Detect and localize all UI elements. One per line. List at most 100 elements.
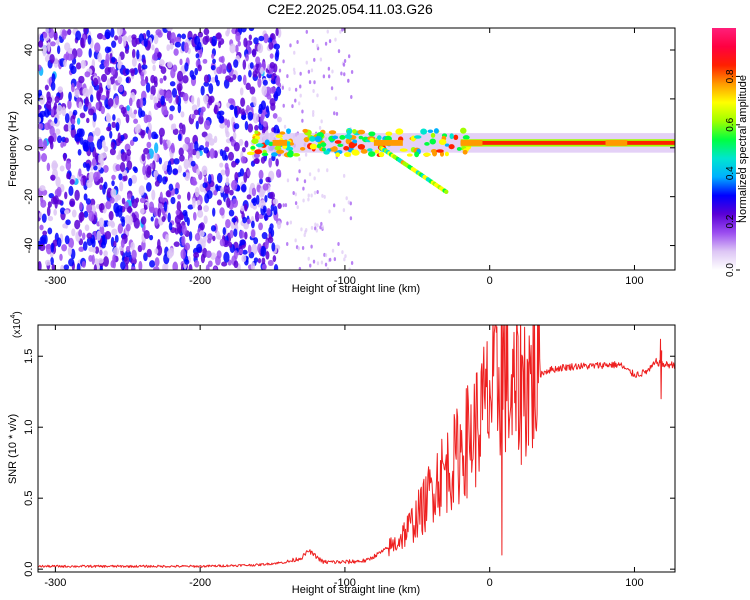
noise-blob	[172, 123, 177, 130]
noise-blob	[100, 94, 107, 101]
noise-blob	[207, 237, 212, 244]
noise-blob	[94, 246, 100, 254]
noise-blob	[154, 257, 160, 267]
noise-blob	[283, 124, 287, 129]
signal-blob	[254, 149, 263, 155]
noise-blob	[50, 81, 56, 91]
signal-blob	[321, 147, 326, 152]
noise-blob	[208, 173, 212, 185]
noise-blob	[59, 253, 63, 261]
noise-blob	[122, 174, 128, 182]
noise-blob	[343, 59, 347, 64]
noise-blob	[327, 74, 331, 79]
noise-blob	[131, 34, 137, 40]
noise-blob	[269, 191, 275, 200]
noise-blob	[272, 198, 279, 205]
noise-blob	[54, 117, 58, 124]
noise-blob	[150, 216, 154, 222]
noise-blob	[42, 32, 48, 38]
noise-blob	[304, 152, 308, 157]
noise-blob	[75, 30, 82, 41]
noise-blob	[38, 211, 43, 219]
noise-blob	[292, 67, 296, 72]
noise-blob	[76, 117, 81, 125]
noise-blob	[194, 260, 200, 268]
noise-blob	[74, 89, 80, 98]
noise-blob	[239, 239, 246, 246]
noise-blob	[203, 205, 209, 213]
noise-blob	[115, 121, 120, 132]
noise-blob	[255, 56, 261, 65]
noise-blob	[194, 186, 200, 198]
noise-blob	[80, 59, 86, 69]
noise-blob	[133, 167, 138, 174]
noise-blob	[349, 201, 352, 206]
noise-blob	[255, 62, 260, 69]
noise-blob	[321, 225, 325, 230]
noise-blob	[301, 245, 305, 250]
noise-blob	[243, 37, 248, 48]
noise-blob	[258, 222, 263, 231]
signal-blob	[378, 151, 385, 158]
noise-blob	[162, 263, 167, 270]
noise-blob	[96, 32, 104, 40]
signal-blob	[348, 142, 356, 149]
noise-blob	[125, 223, 131, 232]
noise-blob	[195, 120, 199, 130]
noise-blob	[201, 131, 208, 138]
noise-blob	[51, 73, 56, 83]
noise-blob	[261, 232, 268, 240]
noise-blob	[169, 81, 176, 87]
noise-blob	[228, 77, 234, 83]
noise-blob	[211, 53, 215, 59]
noise-blob	[105, 200, 112, 210]
y-tick-label: -20	[23, 189, 35, 205]
signal-blob	[413, 135, 422, 139]
noise-blob	[303, 179, 307, 184]
noise-blob	[38, 151, 41, 163]
noise-blob	[335, 111, 339, 116]
noise-blob	[174, 215, 181, 225]
noise-blob	[337, 242, 340, 247]
noise-blob	[228, 241, 233, 249]
noise-blob	[326, 29, 329, 34]
noise-blob	[112, 114, 116, 121]
noise-blob	[252, 197, 257, 207]
noise-blob	[219, 238, 225, 247]
noise-blob	[259, 178, 263, 185]
noise-blob	[146, 152, 151, 160]
noise-blob	[63, 264, 70, 270]
noise-blob	[120, 239, 125, 248]
noise-blob	[96, 171, 101, 180]
noise-blob	[44, 122, 51, 131]
noise-blob	[109, 130, 113, 139]
noise-blob	[191, 180, 198, 186]
noise-blob	[129, 139, 135, 146]
noise-blob	[213, 190, 218, 196]
noise-blob	[237, 74, 242, 82]
spectrogram-y-label: Frequency (Hz)	[7, 111, 19, 187]
noise-blob	[103, 59, 110, 68]
snr-line	[38, 325, 675, 568]
noise-blob	[233, 59, 239, 68]
snr-series	[38, 325, 675, 568]
noise-blob	[247, 244, 252, 255]
noise-blob	[143, 38, 148, 48]
noise-blob	[87, 34, 92, 45]
noise-blob	[231, 198, 239, 208]
noise-blob	[298, 157, 301, 162]
noise-blob	[86, 203, 93, 214]
noise-blob	[64, 137, 69, 144]
noise-blob	[74, 219, 81, 230]
noise-blob	[131, 57, 137, 67]
noise-blob	[205, 250, 212, 258]
noise-blob	[50, 108, 55, 117]
noise-blob	[154, 180, 160, 187]
noise-blob	[293, 50, 296, 55]
noise-blob	[114, 95, 119, 106]
noise-blob	[98, 82, 103, 92]
noise-blob	[72, 109, 78, 116]
noise-blob	[145, 182, 152, 192]
noise-blob	[203, 28, 210, 36]
noise-blob	[324, 41, 328, 46]
